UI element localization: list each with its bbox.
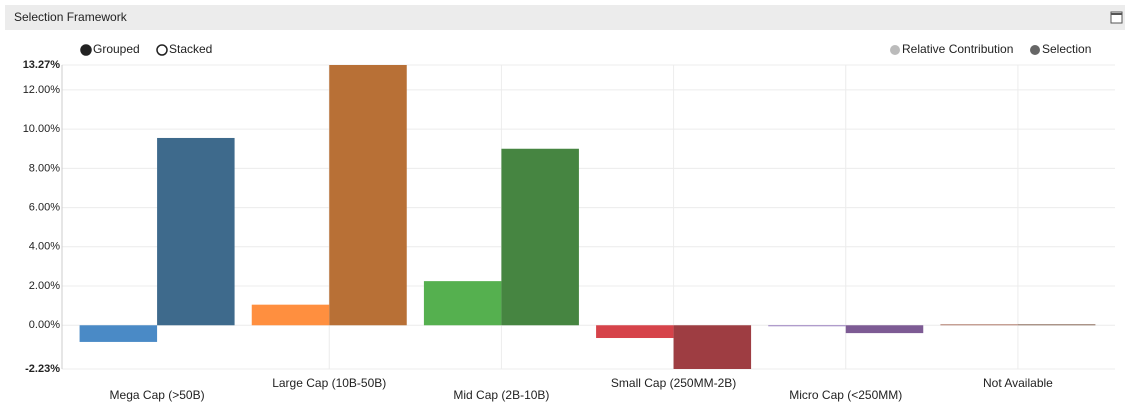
bar	[157, 137, 235, 326]
x-tick-label: Micro Cap (<250MM)	[789, 388, 902, 402]
legend-swatch[interactable]	[890, 45, 900, 55]
y-tick-label: 8.00%	[29, 162, 60, 174]
y-tick-label: 2.00%	[29, 280, 60, 292]
panel-title: Selection Framework	[14, 10, 128, 24]
bar	[940, 324, 1018, 326]
x-tick-label: Mid Cap (2B-10B)	[453, 388, 549, 402]
bar	[251, 304, 330, 326]
bar	[501, 148, 579, 326]
x-tick-label: Small Cap (250MM-2B)	[611, 376, 736, 390]
bar	[596, 325, 674, 339]
y-tick-label: -2.23%	[25, 363, 60, 375]
x-tick-label: Large Cap (10B-50B)	[272, 376, 386, 390]
panel-header	[5, 5, 1125, 30]
bar	[1017, 324, 1096, 326]
y-tick-label: 12.00%	[23, 84, 61, 96]
mode-radio[interactable]	[80, 44, 92, 56]
bar	[329, 65, 407, 326]
bar	[768, 325, 846, 327]
y-tick-label: 0.00%	[29, 319, 60, 331]
mode-label[interactable]: Stacked	[169, 42, 212, 56]
y-tick-label: 6.00%	[29, 201, 60, 213]
y-tick-label: 4.00%	[29, 241, 60, 253]
legend-label[interactable]: Selection	[1042, 42, 1091, 56]
bar	[423, 281, 502, 326]
maximize-icon[interactable]	[1110, 11, 1123, 24]
y-tick-label: 13.27%	[23, 59, 61, 71]
x-tick-label: Not Available	[983, 376, 1053, 390]
legend-swatch[interactable]	[1030, 45, 1040, 55]
bar	[79, 325, 158, 342]
y-tick-label: 10.00%	[23, 123, 61, 135]
bar	[673, 325, 752, 369]
mode-radio[interactable]	[156, 44, 168, 56]
legend-label[interactable]: Relative Contribution	[902, 42, 1013, 56]
bar	[845, 325, 924, 334]
x-tick-label: Mega Cap (>50B)	[110, 388, 205, 402]
mode-label[interactable]: Grouped	[93, 42, 140, 56]
